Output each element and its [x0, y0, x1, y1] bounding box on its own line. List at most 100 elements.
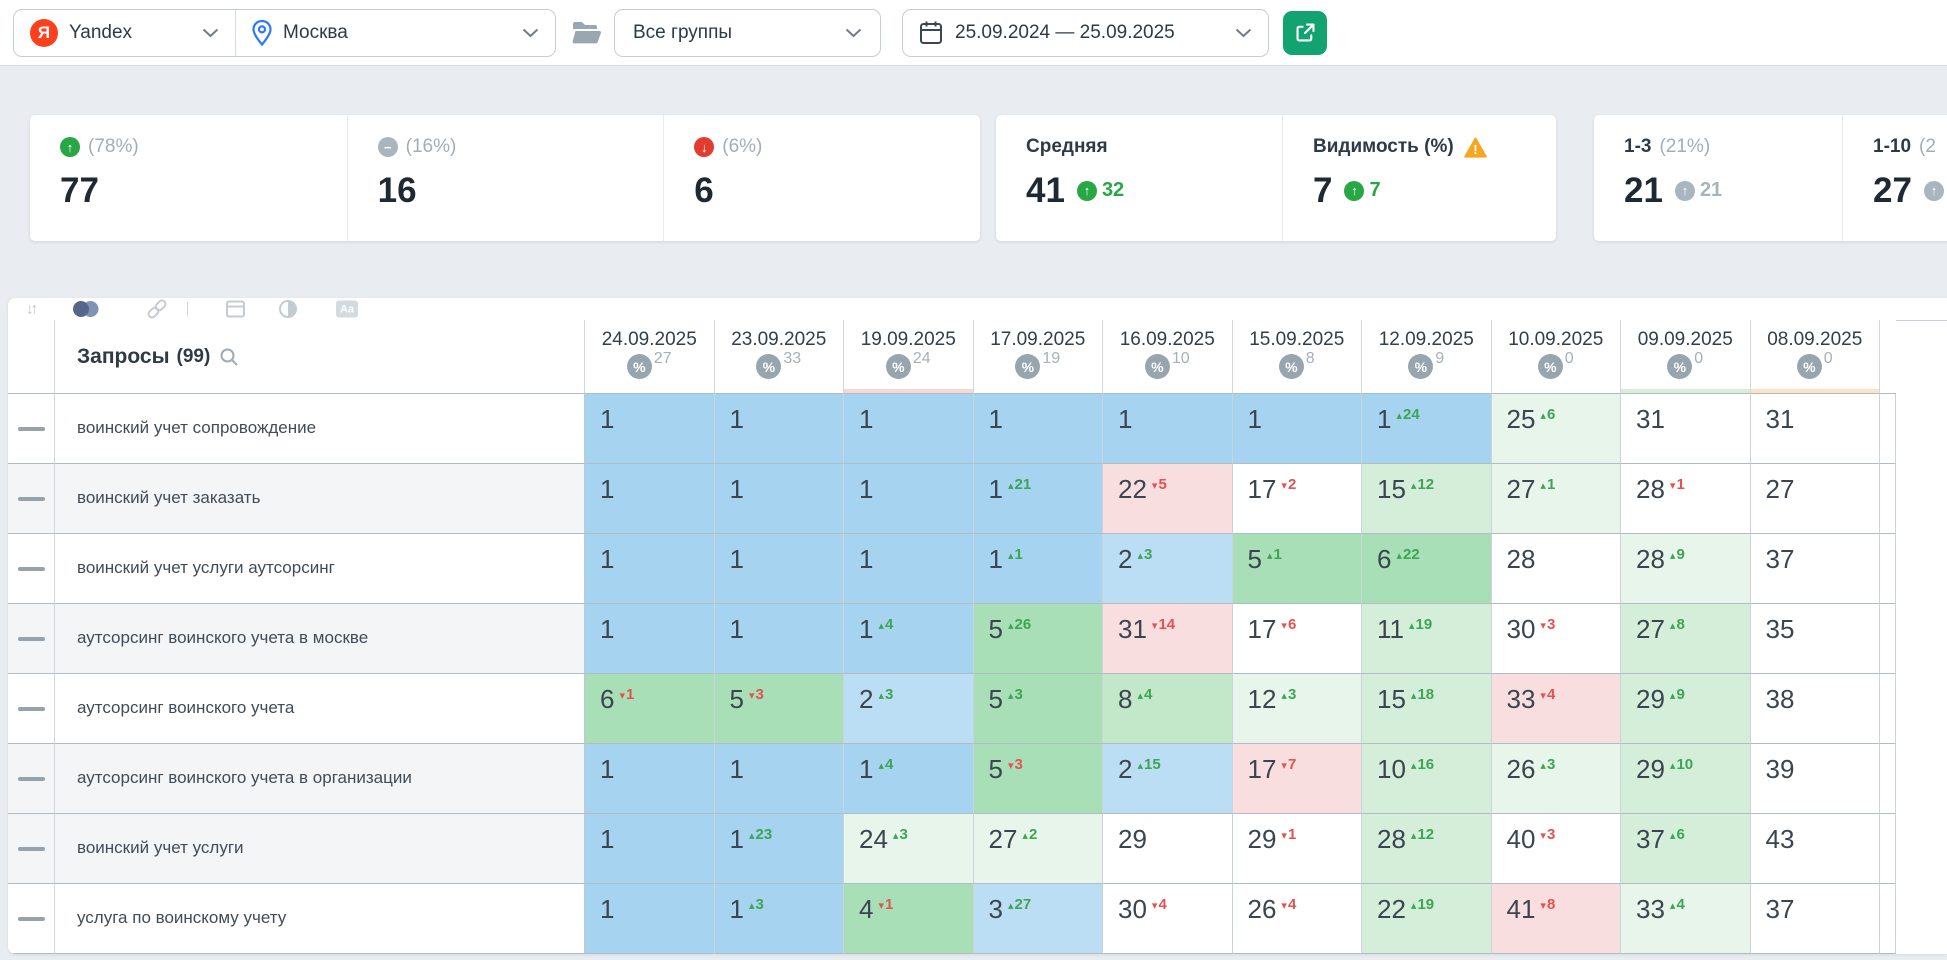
drag-handle[interactable] [17, 636, 45, 641]
position-value: 43 [1765, 824, 1795, 854]
delta-up: ▴12 [1410, 476, 1435, 493]
toggle-icon[interactable] [72, 301, 100, 318]
region-select[interactable]: Москва [236, 10, 555, 56]
query-cell[interactable]: услуга по воинскому учету [55, 884, 585, 954]
folder-icon[interactable] [571, 21, 601, 45]
position-value: 17 [1247, 754, 1277, 784]
delta-up: ▴9 [1669, 546, 1685, 563]
triangle-up-icon: ▴ [1137, 760, 1143, 772]
position-value: 1 [729, 404, 744, 434]
date-column-header[interactable]: 19.09.2025% 24 [844, 320, 974, 394]
position-value: 11 [1377, 614, 1404, 644]
column-percent-value: 0 [1564, 350, 1574, 367]
position-value: 26 [1247, 894, 1277, 924]
ghost-cell [1880, 534, 1896, 604]
sort-icon[interactable]: ↓↑ [26, 300, 38, 318]
drag-handle[interactable] [17, 566, 45, 571]
table-icon[interactable] [226, 300, 245, 318]
position-value: 1 [729, 754, 744, 784]
delta-up: ▴4 [1669, 896, 1685, 913]
triangle-down-icon: ▾ [1007, 760, 1014, 772]
column-date: 17.09.2025 [990, 329, 1086, 350]
triangle-up-icon: ▴ [878, 760, 884, 772]
position-value: 1 [859, 404, 874, 434]
query-cell[interactable]: аутсорсинг воинского учета в организации [55, 744, 585, 814]
position-cell: 1 ▴24 [1362, 394, 1492, 464]
date-column-header[interactable]: 17.09.2025% 19 [973, 320, 1103, 394]
ghost-cell [1880, 744, 1896, 814]
unchanged-percent: (16%) [405, 136, 457, 157]
date-column-header[interactable]: 24.09.2025% 27 [585, 320, 715, 394]
search-icon[interactable] [219, 347, 239, 367]
query-cell[interactable]: аутсорсинг воинского учета [55, 674, 585, 744]
groups-select[interactable]: Все группы [614, 8, 881, 57]
drag-handle[interactable] [17, 496, 45, 501]
percent-badge-icon: % [1408, 354, 1434, 379]
delta-up: ▴4 [1137, 686, 1153, 703]
delta-up: ▴24 [1396, 406, 1420, 423]
date-column-header[interactable]: 15.09.2025% 8 [1232, 320, 1362, 394]
percent-badge-icon: % [1144, 354, 1170, 379]
position-value: 22 [1377, 894, 1406, 924]
position-cell: 6 ▴22 [1362, 534, 1492, 604]
position-value: 29 [1636, 684, 1665, 714]
search-engine-select[interactable]: Я Yandex [14, 9, 236, 56]
date-column-header[interactable]: 09.09.2025% 0 [1621, 320, 1751, 394]
ghost-column-header [1880, 320, 1896, 394]
position-cell: 4 ▾1 [844, 884, 974, 954]
triangle-up-icon: ▴ [1410, 690, 1417, 702]
position-value: 22 [1118, 474, 1147, 504]
percent-badge-icon: % [1796, 354, 1822, 379]
triangle-up-icon: ▴ [892, 830, 899, 842]
delta-down: ▾6 [1281, 616, 1297, 633]
triangle-up-icon: ▴ [1669, 900, 1676, 912]
position-value: 31 [1636, 404, 1665, 434]
position-cell: 6 ▾1 [585, 674, 715, 744]
ghost-cell [1880, 814, 1896, 884]
position-cell: 2 ▴3 [1103, 534, 1233, 604]
position-cell: 1 [585, 744, 715, 814]
top10-percent: (2 [1919, 136, 1936, 157]
query-cell[interactable]: воинский учет заказать [55, 464, 585, 534]
triangle-up-icon: ▴ [1669, 620, 1676, 632]
column-date: 19.09.2025 [860, 329, 956, 350]
date-column-header[interactable]: 08.09.2025% 0 [1750, 320, 1880, 394]
position-cell: 27 [1750, 464, 1880, 534]
percent-badge-icon: % [1278, 354, 1304, 379]
date-column-header[interactable]: 12.09.2025% 9 [1362, 320, 1492, 394]
contrast-icon[interactable] [279, 300, 297, 318]
position-cell: 41 ▾8 [1491, 884, 1621, 954]
position-value: 28 [1377, 824, 1406, 854]
drag-handle[interactable] [17, 776, 45, 781]
improved-percent: (78%) [88, 136, 139, 157]
drag-handle[interactable] [17, 846, 45, 851]
position-cell: 1 [585, 464, 715, 534]
queries-column-header[interactable]: Запросы (99) [55, 320, 585, 394]
query-cell[interactable]: воинский учет услуги аутсорсинг [55, 534, 585, 604]
export-icon [1294, 21, 1317, 44]
date-column-header[interactable]: 10.09.2025% 0 [1491, 320, 1621, 394]
date-column-header[interactable]: 23.09.2025% 33 [714, 320, 844, 394]
date-range-select[interactable]: 25.09.2024 — 25.09.2025 [902, 8, 1269, 57]
position-value: 1 [600, 824, 615, 854]
position-cell: 27 ▴2 [973, 814, 1103, 884]
percent-badge-icon: % [1667, 354, 1693, 379]
position-cell: 31 [1750, 394, 1880, 464]
export-button[interactable] [1283, 10, 1327, 55]
position-cell: 17 ▾7 [1232, 744, 1362, 814]
query-cell[interactable]: воинский учет сопровождение [55, 394, 585, 464]
drag-handle[interactable] [17, 706, 45, 711]
date-column-header[interactable]: 16.09.2025% 10 [1103, 320, 1233, 394]
position-cell: 1 [585, 604, 715, 674]
link-icon[interactable] [146, 299, 168, 319]
triangle-down-icon: ▾ [1281, 760, 1287, 772]
position-value: 1 [729, 614, 744, 644]
position-cell: 12 ▴3 [1232, 674, 1362, 744]
triangle-up-icon: ▴ [1266, 550, 1273, 562]
query-cell[interactable]: аутсорсинг воинского учета в москве [55, 604, 585, 674]
drag-handle[interactable] [17, 426, 45, 431]
text-style-icon[interactable]: Aa [336, 300, 358, 318]
percent-badge-icon: % [1537, 354, 1563, 379]
drag-handle[interactable] [17, 916, 45, 921]
query-cell[interactable]: воинский учет услуги [55, 814, 585, 884]
